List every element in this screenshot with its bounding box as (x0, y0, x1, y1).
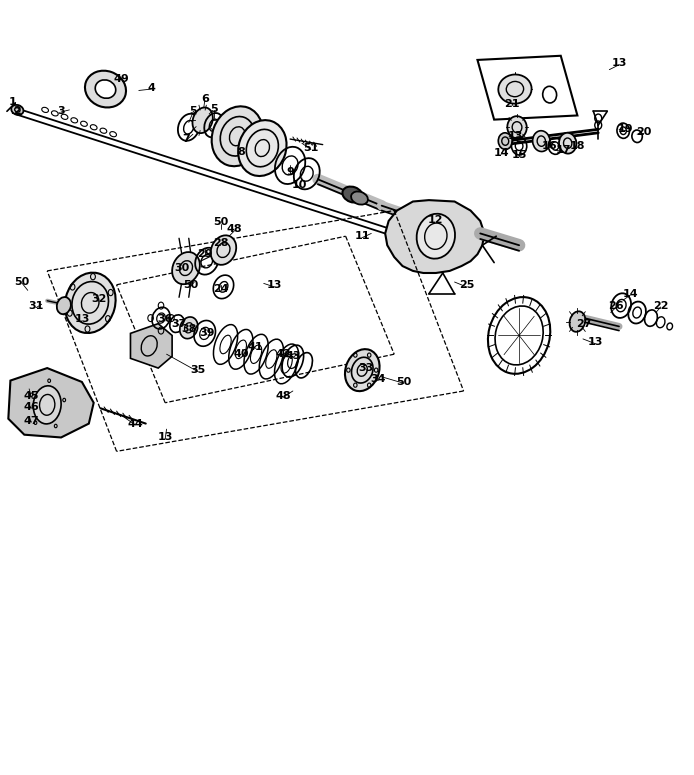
Ellipse shape (351, 191, 368, 205)
Text: 12: 12 (428, 215, 443, 225)
Ellipse shape (570, 312, 585, 332)
Text: 37: 37 (171, 319, 187, 329)
Text: 31: 31 (28, 301, 44, 311)
Text: 5: 5 (210, 104, 217, 113)
Text: 50: 50 (396, 377, 412, 387)
Text: 13: 13 (507, 131, 523, 141)
Text: 7: 7 (182, 134, 190, 144)
Text: 21: 21 (505, 99, 520, 109)
Ellipse shape (172, 252, 200, 284)
Ellipse shape (559, 133, 577, 153)
Ellipse shape (95, 80, 116, 98)
Text: 42: 42 (276, 350, 291, 359)
Text: 1: 1 (8, 97, 17, 107)
Text: 33: 33 (359, 363, 374, 373)
Text: 46: 46 (24, 402, 39, 412)
Ellipse shape (507, 116, 527, 139)
Ellipse shape (498, 74, 532, 104)
Ellipse shape (211, 236, 236, 265)
Text: 10: 10 (292, 180, 307, 190)
Text: 20: 20 (636, 127, 652, 137)
Text: 50: 50 (15, 277, 30, 287)
Text: 22: 22 (653, 301, 668, 311)
Ellipse shape (180, 317, 198, 339)
Text: 13: 13 (158, 432, 173, 443)
Text: 11: 11 (355, 231, 370, 241)
Text: 8: 8 (237, 146, 246, 157)
Text: 14: 14 (623, 289, 638, 299)
Text: 9: 9 (286, 167, 294, 177)
Ellipse shape (85, 71, 126, 108)
Text: 45: 45 (24, 391, 39, 401)
Text: 27: 27 (577, 319, 592, 329)
Text: 13: 13 (266, 280, 282, 290)
Text: 13: 13 (611, 57, 627, 67)
Text: 13: 13 (74, 315, 90, 325)
Text: 14: 14 (493, 148, 509, 158)
Text: 36: 36 (158, 315, 173, 325)
Ellipse shape (416, 214, 455, 259)
Text: 25: 25 (459, 280, 474, 290)
Ellipse shape (33, 386, 61, 424)
Ellipse shape (238, 120, 287, 176)
Polygon shape (8, 368, 94, 437)
Text: 35: 35 (190, 365, 205, 375)
Text: 18: 18 (570, 141, 585, 151)
Polygon shape (130, 324, 172, 368)
Text: 51: 51 (303, 143, 319, 153)
Text: 44: 44 (128, 418, 143, 429)
Ellipse shape (532, 131, 550, 152)
Text: 49: 49 (114, 74, 129, 84)
Text: 3: 3 (58, 106, 65, 116)
Polygon shape (385, 200, 484, 273)
Ellipse shape (212, 106, 263, 166)
Text: 19: 19 (618, 124, 634, 134)
Text: 48: 48 (227, 224, 242, 234)
Text: 24: 24 (213, 284, 228, 294)
Text: 34: 34 (371, 374, 386, 384)
Text: 32: 32 (91, 294, 106, 304)
Text: 28: 28 (213, 238, 228, 248)
Ellipse shape (65, 273, 116, 333)
Text: 15: 15 (511, 150, 527, 160)
Text: 6: 6 (201, 95, 209, 105)
Text: 30: 30 (174, 264, 189, 273)
Text: 48: 48 (276, 391, 291, 401)
Text: 41: 41 (248, 343, 263, 353)
Text: 47: 47 (24, 416, 39, 425)
Ellipse shape (345, 350, 380, 391)
Text: 40: 40 (234, 350, 249, 359)
Text: 29: 29 (197, 250, 212, 260)
Text: 26: 26 (609, 301, 624, 311)
Text: 38: 38 (181, 323, 196, 333)
Text: 43: 43 (285, 351, 301, 361)
Text: 16: 16 (542, 141, 557, 151)
Text: 17: 17 (556, 145, 571, 155)
Text: 13: 13 (588, 337, 603, 347)
Text: 50: 50 (213, 217, 228, 227)
Ellipse shape (498, 133, 512, 150)
Text: 4: 4 (147, 83, 155, 93)
Ellipse shape (11, 105, 24, 115)
Ellipse shape (57, 297, 71, 314)
Text: 39: 39 (199, 329, 214, 339)
Text: 50: 50 (183, 280, 198, 290)
Text: 5: 5 (189, 106, 196, 116)
Text: 2: 2 (13, 106, 22, 116)
Ellipse shape (192, 108, 213, 133)
Ellipse shape (342, 187, 363, 202)
